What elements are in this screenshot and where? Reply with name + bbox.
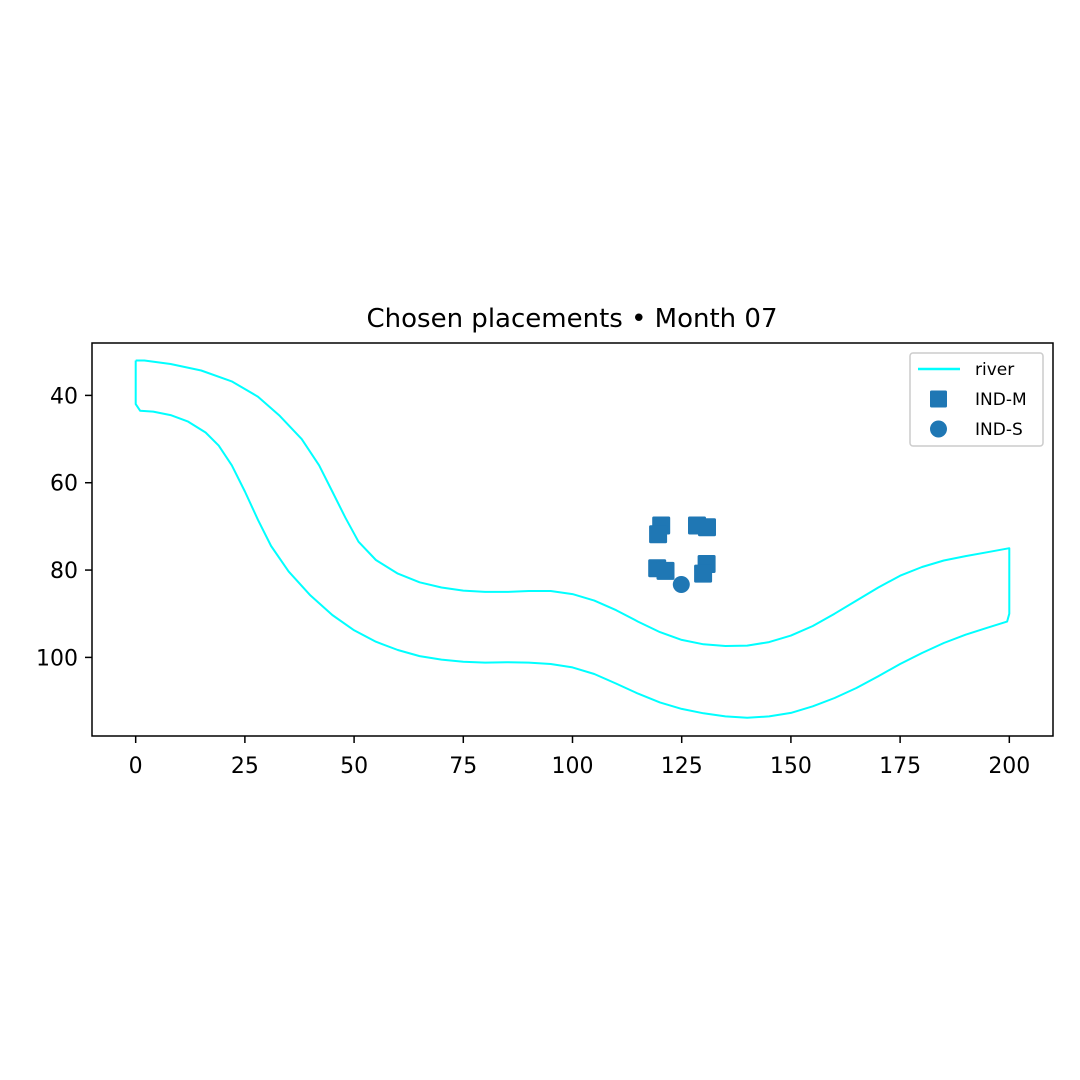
legend-ind-m-swatch xyxy=(930,390,947,408)
y-tick-label-100: 100 xyxy=(36,646,78,671)
y-tick-label-40: 40 xyxy=(50,384,78,409)
x-tick-label-25: 25 xyxy=(231,754,259,779)
legend-ind-s-swatch xyxy=(930,420,947,438)
point-ind-m-1 xyxy=(649,525,668,544)
plot-area xyxy=(134,359,1011,719)
legend-ind-s-label: IND-S xyxy=(975,420,1023,440)
legend: river IND-M IND-S xyxy=(909,352,1044,447)
legend-ind-m-label: IND-M xyxy=(975,390,1027,410)
point-ind-m-5 xyxy=(656,561,675,580)
x-tick-label-0: 0 xyxy=(129,754,143,779)
y-axis: 40 60 80 100 xyxy=(36,384,92,671)
y-tick-label-80: 80 xyxy=(50,559,78,584)
x-tick-label-50: 50 xyxy=(340,754,368,779)
x-tick-label-175: 175 xyxy=(879,754,921,779)
x-tick-label-75: 75 xyxy=(449,754,477,779)
chart-title: Chosen placements • Month 07 xyxy=(366,304,777,334)
x-tick-label-100: 100 xyxy=(552,754,594,779)
x-tick-label-200: 200 xyxy=(988,754,1030,779)
point-ind-m-7 xyxy=(694,564,713,583)
axes-frame xyxy=(91,342,1054,737)
legend-river-label: river xyxy=(975,360,1014,380)
point-ind-s-0 xyxy=(672,576,690,593)
y-tick-label-60: 60 xyxy=(50,472,78,497)
x-tick-label-150: 150 xyxy=(770,754,812,779)
river-outline xyxy=(134,359,1011,719)
x-axis: 0 25 50 75 100 125 150 175 200 xyxy=(129,736,1030,779)
x-tick-label-125: 125 xyxy=(661,754,703,779)
point-ind-m-3 xyxy=(698,518,716,537)
